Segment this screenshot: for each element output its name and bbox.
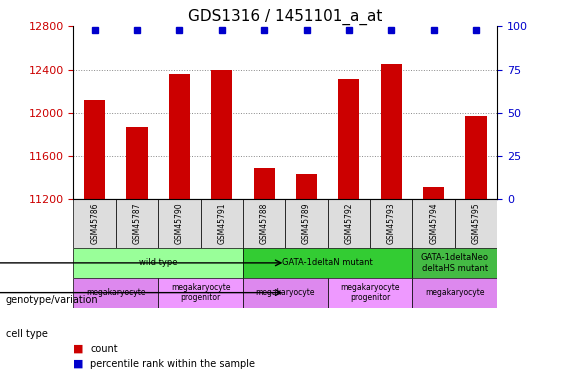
FancyBboxPatch shape [73, 200, 116, 248]
FancyBboxPatch shape [73, 248, 243, 278]
Bar [84, 100, 105, 200]
Text: GSM45790: GSM45790 [175, 203, 184, 244]
Bar [169, 74, 190, 200]
FancyBboxPatch shape [412, 200, 455, 248]
FancyBboxPatch shape [243, 278, 328, 308]
Title: GDS1316 / 1451101_a_at: GDS1316 / 1451101_a_at [188, 9, 383, 25]
Bar [296, 174, 317, 200]
Text: megakaryocyte: megakaryocyte [255, 288, 315, 297]
Text: count: count [90, 344, 118, 354]
Text: GSM45792: GSM45792 [345, 203, 353, 244]
Text: wild type: wild type [139, 258, 177, 267]
Text: ■: ■ [73, 344, 84, 354]
Text: GSM45786: GSM45786 [90, 203, 99, 244]
Bar [127, 127, 147, 200]
FancyBboxPatch shape [158, 200, 201, 248]
FancyBboxPatch shape [285, 200, 328, 248]
FancyBboxPatch shape [158, 278, 243, 308]
Text: megakaryocyte: megakaryocyte [86, 288, 146, 297]
Text: GSM45795: GSM45795 [472, 203, 480, 244]
Bar [381, 64, 402, 200]
Bar [211, 69, 232, 200]
Text: GSM45793: GSM45793 [387, 203, 396, 244]
FancyBboxPatch shape [243, 248, 412, 278]
Text: megakaryocyte: megakaryocyte [425, 288, 485, 297]
FancyBboxPatch shape [328, 200, 370, 248]
FancyBboxPatch shape [201, 200, 243, 248]
Text: cell type: cell type [6, 329, 47, 339]
Text: megakaryocyte
progenitor: megakaryocyte progenitor [171, 283, 231, 302]
FancyBboxPatch shape [73, 278, 158, 308]
FancyBboxPatch shape [328, 278, 412, 308]
Bar [254, 168, 275, 200]
Text: percentile rank within the sample: percentile rank within the sample [90, 359, 255, 369]
Bar [466, 116, 486, 200]
Bar [423, 188, 444, 200]
FancyBboxPatch shape [455, 200, 497, 248]
FancyBboxPatch shape [370, 200, 412, 248]
Text: GSM45791: GSM45791 [218, 203, 226, 244]
FancyBboxPatch shape [412, 248, 497, 278]
Text: GSM45787: GSM45787 [133, 203, 141, 244]
FancyBboxPatch shape [243, 200, 285, 248]
Text: megakaryocyte
progenitor: megakaryocyte progenitor [340, 283, 400, 302]
Text: GATA-1deltaNeo
deltaHS mutant: GATA-1deltaNeo deltaHS mutant [421, 253, 489, 273]
FancyBboxPatch shape [412, 278, 497, 308]
Text: genotype/variation: genotype/variation [6, 295, 98, 305]
Text: GSM45789: GSM45789 [302, 203, 311, 244]
Bar [338, 79, 359, 200]
Text: ■: ■ [73, 359, 84, 369]
Text: GATA-1deltaN mutant: GATA-1deltaN mutant [282, 258, 373, 267]
Text: GSM45794: GSM45794 [429, 203, 438, 244]
Text: GSM45788: GSM45788 [260, 203, 268, 244]
FancyBboxPatch shape [116, 200, 158, 248]
